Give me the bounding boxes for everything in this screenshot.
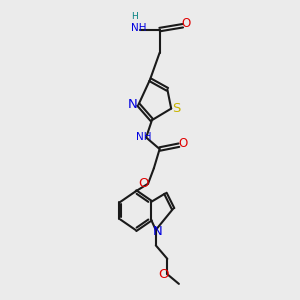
Text: NH: NH (131, 23, 146, 33)
Text: H: H (131, 12, 138, 21)
Text: O: O (158, 268, 168, 281)
Text: S: S (172, 102, 181, 115)
Text: O: O (181, 17, 190, 30)
Text: NH: NH (136, 131, 151, 142)
Text: N: N (128, 98, 138, 111)
Text: O: O (178, 137, 188, 150)
Text: N: N (152, 225, 162, 238)
Text: O: O (138, 177, 148, 190)
